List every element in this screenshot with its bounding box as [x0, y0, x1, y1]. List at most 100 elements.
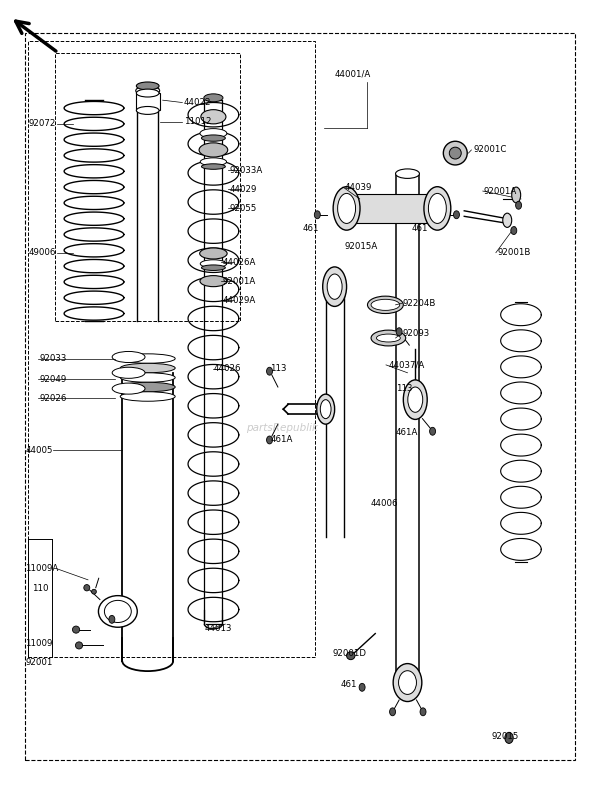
Text: 92015: 92015 [491, 732, 518, 741]
Ellipse shape [515, 201, 521, 209]
Text: 113: 113 [270, 364, 287, 374]
Bar [28, 41, 315, 657]
Ellipse shape [403, 380, 427, 419]
Text: 44029A: 44029A [223, 296, 256, 305]
Ellipse shape [120, 363, 175, 373]
Text: 49006: 49006 [28, 248, 56, 257]
Text: 44039: 44039 [344, 182, 371, 192]
Ellipse shape [338, 193, 356, 224]
Text: 461A: 461A [270, 435, 293, 444]
Ellipse shape [512, 187, 521, 203]
Ellipse shape [317, 394, 335, 424]
Ellipse shape [314, 211, 320, 219]
Ellipse shape [120, 392, 175, 401]
Ellipse shape [333, 186, 360, 230]
Ellipse shape [204, 94, 223, 102]
Text: 461: 461 [411, 224, 428, 233]
Ellipse shape [396, 328, 402, 335]
Ellipse shape [112, 351, 145, 362]
Text: 11009: 11009 [25, 639, 53, 649]
Ellipse shape [84, 584, 90, 591]
Ellipse shape [371, 299, 400, 310]
Text: 92001: 92001 [25, 658, 53, 667]
Ellipse shape [320, 400, 331, 419]
Text: 92033A: 92033A [230, 166, 263, 175]
Ellipse shape [443, 141, 467, 165]
Ellipse shape [200, 248, 227, 259]
Text: 44026A: 44026A [223, 258, 256, 266]
Text: 44001/A: 44001/A [335, 70, 371, 79]
Ellipse shape [98, 596, 137, 627]
Ellipse shape [200, 158, 227, 166]
Ellipse shape [393, 664, 422, 702]
Ellipse shape [202, 265, 226, 270]
Ellipse shape [428, 193, 446, 224]
Ellipse shape [371, 330, 406, 346]
Ellipse shape [104, 600, 131, 623]
Text: 461: 461 [303, 224, 319, 233]
Ellipse shape [199, 143, 228, 157]
Text: 110: 110 [32, 584, 49, 593]
Text: 92204B: 92204B [403, 299, 436, 308]
Text: 44006: 44006 [370, 499, 398, 508]
Ellipse shape [201, 109, 226, 124]
Ellipse shape [200, 128, 227, 138]
Ellipse shape [505, 733, 513, 743]
Text: 461: 461 [341, 680, 357, 689]
Ellipse shape [120, 354, 175, 363]
Ellipse shape [449, 147, 461, 159]
Ellipse shape [120, 382, 175, 392]
Text: 92015A: 92015A [345, 242, 378, 251]
Text: 44026: 44026 [214, 364, 241, 374]
Ellipse shape [202, 164, 226, 170]
Ellipse shape [323, 267, 347, 306]
Ellipse shape [347, 652, 355, 660]
Text: 44037/A: 44037/A [388, 360, 425, 370]
Ellipse shape [389, 708, 395, 716]
Text: 44005: 44005 [25, 446, 53, 454]
Ellipse shape [367, 296, 403, 313]
Ellipse shape [136, 106, 159, 114]
Ellipse shape [408, 387, 423, 412]
Text: 92072: 92072 [28, 120, 56, 128]
Ellipse shape [120, 373, 175, 382]
Text: 92049: 92049 [39, 374, 66, 384]
Ellipse shape [92, 589, 97, 594]
Text: 11012: 11012 [184, 117, 211, 126]
Text: partsRepublik: partsRepublik [246, 423, 318, 433]
Ellipse shape [112, 367, 145, 378]
Ellipse shape [266, 367, 272, 375]
Text: 44013: 44013 [205, 623, 232, 633]
Ellipse shape [430, 427, 436, 435]
Text: 92001D: 92001D [333, 649, 367, 658]
Ellipse shape [136, 82, 159, 90]
Ellipse shape [327, 274, 342, 299]
Ellipse shape [395, 169, 419, 178]
Bar [347, 194, 437, 223]
Text: 92026: 92026 [39, 393, 67, 403]
Text: 92001B: 92001B [497, 248, 530, 257]
Text: 92001A: 92001A [484, 186, 517, 196]
Ellipse shape [424, 186, 451, 230]
Ellipse shape [112, 383, 145, 394]
Ellipse shape [511, 227, 517, 235]
Text: 11009A: 11009A [25, 565, 59, 573]
Ellipse shape [73, 626, 80, 633]
Text: 44022: 44022 [184, 98, 211, 107]
Text: 44029: 44029 [230, 185, 257, 194]
Text: 92093: 92093 [403, 329, 430, 338]
Ellipse shape [200, 260, 227, 268]
Ellipse shape [202, 135, 226, 141]
Text: 92055: 92055 [230, 204, 257, 213]
Ellipse shape [76, 642, 83, 649]
Bar [136, 93, 160, 110]
Bar [55, 53, 240, 321]
Ellipse shape [266, 436, 272, 444]
Ellipse shape [136, 89, 159, 97]
Ellipse shape [376, 334, 400, 342]
Ellipse shape [359, 684, 365, 691]
Ellipse shape [398, 671, 416, 695]
Text: 92033: 92033 [39, 354, 67, 363]
Ellipse shape [136, 86, 160, 95]
Text: 113: 113 [395, 384, 412, 393]
